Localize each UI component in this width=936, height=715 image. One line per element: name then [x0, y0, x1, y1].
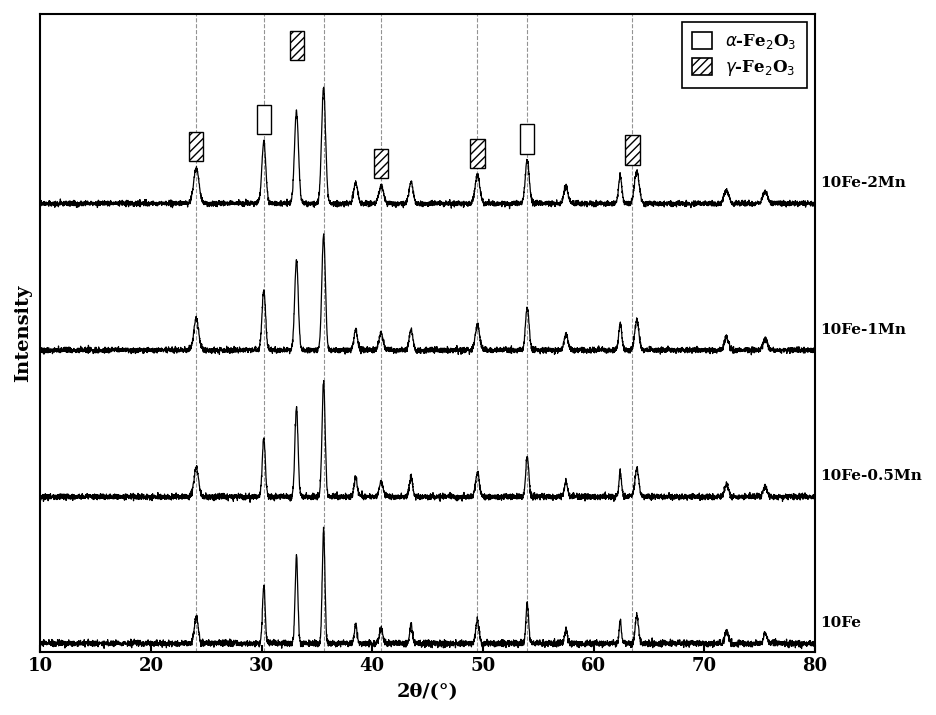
Text: 10Fe-0.5Mn: 10Fe-0.5Mn — [821, 469, 923, 483]
X-axis label: 2θ/(°): 2θ/(°) — [397, 683, 459, 701]
Bar — [189, 132, 203, 161]
Bar — [290, 31, 304, 60]
Bar — [625, 135, 639, 164]
Text: 10Fe-2Mn: 10Fe-2Mn — [821, 176, 906, 190]
Text: 10Fe: 10Fe — [821, 616, 862, 630]
Legend: $\alpha$-Fe$_2$O$_3$, $\gamma$-Fe$_2$O$_3$: $\alpha$-Fe$_2$O$_3$, $\gamma$-Fe$_2$O$_… — [682, 22, 807, 88]
Bar — [520, 124, 534, 154]
Bar — [256, 105, 271, 134]
Bar — [470, 139, 485, 168]
Y-axis label: Intensity: Intensity — [14, 285, 32, 382]
Bar — [374, 149, 388, 179]
Text: 10Fe-1Mn: 10Fe-1Mn — [821, 322, 907, 337]
